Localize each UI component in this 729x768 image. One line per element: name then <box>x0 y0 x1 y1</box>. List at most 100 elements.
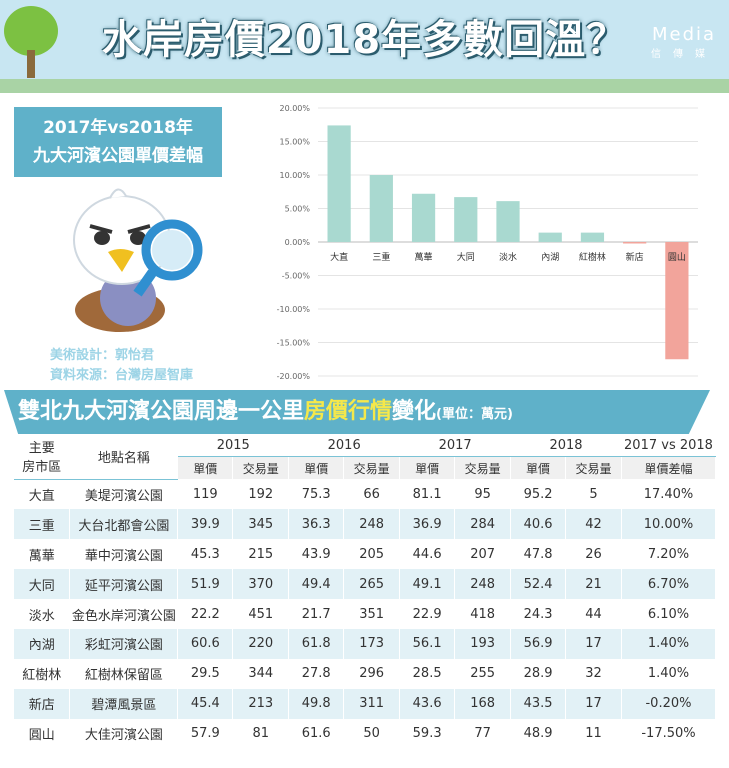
table-cell: 43.6 <box>399 688 456 719</box>
table-cell: 26 <box>565 539 622 570</box>
table-cell: 紅樹林保留區 <box>69 658 179 689</box>
section-band <box>4 390 710 434</box>
sub-diff-header: 單價差幅 <box>621 456 717 479</box>
table-cell: 56.1 <box>399 628 456 659</box>
compare-header: 2017 vs 2018 <box>621 434 717 457</box>
table-cell: 44 <box>565 599 622 629</box>
table-cell: 44.6 <box>399 539 456 570</box>
table-cell: 17.40% <box>621 479 717 510</box>
bar <box>454 197 478 242</box>
table-cell: 49.4 <box>288 569 345 600</box>
table-cell: 三重 <box>14 509 71 540</box>
table-cell: 28.5 <box>399 658 456 689</box>
table-cell: 43.5 <box>510 688 567 719</box>
table-row: 新店 碧潭風景區 45.4 213 49.8 311 43.6 168 43.5 17 -0.20% <box>14 688 717 719</box>
table-cell: 296 <box>343 658 401 689</box>
tree-trunk-icon <box>27 50 35 78</box>
table-cell: -17.50% <box>621 718 717 749</box>
sub-volume-header: 交易量 <box>343 456 401 479</box>
chart-subtitle-line1: 2017年vs2018年 <box>43 118 193 138</box>
table-cell: 新店 <box>14 688 71 719</box>
table-cell: 192 <box>232 479 290 510</box>
table-cell: 57.9 <box>177 718 234 749</box>
table-cell: 370 <box>232 569 290 600</box>
table-cell: 11 <box>565 718 622 749</box>
y-tick-label: 5.00% <box>285 205 311 214</box>
table-cell: 6.10% <box>621 599 717 629</box>
page-title: 水岸房價2018年多數回溫？ <box>101 17 628 63</box>
table-cell: 大直 <box>14 479 71 510</box>
table-cell: 內湖 <box>14 628 71 659</box>
table-cell: 451 <box>232 599 290 629</box>
table-cell: 193 <box>454 628 512 659</box>
table-cell: 56.9 <box>510 628 567 659</box>
sub-volume-header: 交易量 <box>232 456 290 479</box>
section-unit: (單位：萬元) <box>436 407 513 422</box>
table-body: 大直 美堤河濱公園 119 192 75.3 66 81.1 95 95.2 5 17.40% 三重大… <box>14 479 717 749</box>
table-cell: 248 <box>454 569 512 600</box>
table-cell: 7.20% <box>621 539 717 570</box>
eagle-mascot-icon <box>73 188 203 332</box>
table-cell: 大佳河濱公園 <box>69 718 179 749</box>
col-area-l2: 房市區 <box>22 460 62 476</box>
table-cell: 10.00% <box>621 509 717 540</box>
table-cell: 95.2 <box>510 479 567 510</box>
x-category-label: 圓山 <box>668 252 686 263</box>
table-cell: 220 <box>232 628 290 659</box>
table-cell: 81 <box>232 718 290 749</box>
y-tick-label: 15.00% <box>279 138 310 147</box>
table-cell: 50 <box>343 718 401 749</box>
price-table: 主要 房市區 地點名稱 2015 2016 2017 2018 2017 vs 2… <box>14 434 717 749</box>
table-cell: 255 <box>454 658 512 689</box>
table-cell: 圓山 <box>14 718 71 749</box>
table-cell: 95 <box>454 479 512 510</box>
table-cell: 207 <box>454 539 512 570</box>
table-cell: 21 <box>565 569 622 600</box>
table-cell: 大台北都會公園 <box>69 509 179 540</box>
table-cell: 碧潭風景區 <box>69 688 179 719</box>
col-name-header: 地點名稱 <box>69 434 179 480</box>
table-cell: 40.6 <box>510 509 567 540</box>
sub-volume-header: 交易量 <box>565 456 622 479</box>
y-tick-label: 10.00% <box>279 171 310 180</box>
table-cell: 5 <box>565 479 622 510</box>
table-cell: 48.9 <box>510 718 567 749</box>
table-cell: 47.8 <box>510 539 567 570</box>
table-cell: 284 <box>454 509 512 540</box>
table-cell: 華中河濱公園 <box>69 539 179 570</box>
x-category-label: 紅樹林 <box>579 251 606 263</box>
brand-name: Media <box>651 24 717 45</box>
table-cell: 36.3 <box>288 509 345 540</box>
bar <box>580 232 605 242</box>
x-category-label: 大直 <box>330 251 348 263</box>
table-cell: 119 <box>177 479 234 510</box>
table-cell: 45.3 <box>177 539 234 570</box>
table-cell: 77 <box>454 718 512 749</box>
bar <box>327 125 351 242</box>
table-cell: 344 <box>232 658 290 689</box>
table-cell: 168 <box>454 688 512 719</box>
section-title-highlight: 房價行情 <box>304 399 393 424</box>
sub-price-header: 單價 <box>177 456 234 479</box>
year-header: 2015 <box>177 434 290 457</box>
table-cell: 22.2 <box>177 599 234 629</box>
table-cell: 27.8 <box>288 658 345 689</box>
bar <box>538 232 562 242</box>
table-row: 紅樹林 紅樹林保留區 29.5 344 27.8 296 28.5 255 28.9 32 1.40… <box>14 658 717 689</box>
table-cell: 418 <box>454 599 512 629</box>
table-row: 淡水 金色水岸河濱公園 22.2 451 21.7 351 22.9 418 24.3 44 6.1… <box>14 599 717 629</box>
table-cell: 43.9 <box>288 539 345 570</box>
table-cell: 311 <box>343 688 401 719</box>
table-cell: 彩虹河濱公園 <box>69 628 179 659</box>
sub-price-header: 單價 <box>510 456 567 479</box>
table-cell: 66 <box>343 479 401 510</box>
table-cell: -0.20% <box>621 688 717 719</box>
bar <box>623 242 647 244</box>
table-cell: 75.3 <box>288 479 345 510</box>
sub-volume-header: 交易量 <box>454 456 512 479</box>
table-cell: 32 <box>565 658 622 689</box>
table-cell: 17 <box>565 628 622 659</box>
tree-icon <box>4 6 58 56</box>
table-cell: 215 <box>232 539 290 570</box>
table-cell: 39.9 <box>177 509 234 540</box>
